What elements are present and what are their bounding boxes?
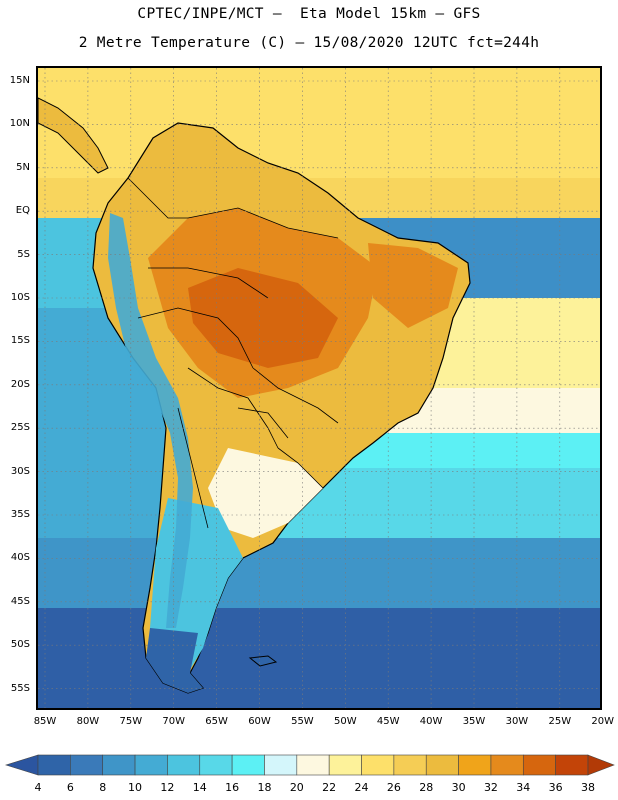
colorbar-label: 24: [354, 781, 369, 794]
colorbar-label: 14: [192, 781, 207, 794]
lat-label-10s: 10S: [10, 292, 30, 303]
colorbar-label: 28: [419, 781, 434, 794]
colorbar-swatch: [458, 754, 492, 776]
lon-label-70w: 70W: [162, 716, 185, 727]
lat-label-5s: 5S: [17, 248, 30, 260]
lat-label-55s: 55S: [10, 682, 30, 694]
lon-label-55w: 55W: [291, 716, 314, 727]
lon-label-85w: 85W: [33, 716, 57, 727]
colorbar-swatch: [393, 754, 427, 776]
falkland-islands: [248, 655, 278, 667]
southern-ocean-band: [38, 538, 600, 618]
northeast-hot-region: [368, 243, 458, 328]
lat-label-40s: 40S: [10, 552, 30, 564]
lon-label-50w: 50W: [333, 716, 357, 727]
lat-label-20s: 20S: [10, 378, 30, 390]
lon-label-35w: 35W: [462, 716, 486, 727]
colorbar-swatch: [522, 754, 556, 776]
lat-label-5n: 5N: [16, 161, 30, 173]
colorbar-swatch: [134, 754, 168, 776]
colorbar-label: 18: [257, 781, 272, 794]
colorbar-label: 38: [581, 781, 595, 794]
colorbar: [4, 754, 615, 776]
temperature-map: [38, 68, 600, 708]
lon-label-80w: 80W: [76, 716, 100, 727]
lon-label-30w: 30W: [505, 716, 529, 727]
map-title: CPTEC/INPE/MCT – Eta Model 15km – GFS: [137, 6, 481, 22]
colorbar-swatch: [555, 754, 589, 776]
colorbar-label: 34: [516, 781, 531, 794]
colorbar-swatch: [167, 754, 201, 776]
colorbar-label: 30: [451, 781, 466, 794]
lon-label-65w: 65W: [205, 716, 228, 727]
southern-tip-cold-region: [146, 628, 203, 693]
lat-label-30s: 30S: [10, 465, 30, 477]
colorbar-swatch: [361, 754, 395, 776]
colorbar-label: 4: [34, 781, 42, 794]
graticule-grid: [38, 68, 600, 708]
lat-label-10n: 10N: [9, 118, 30, 130]
lon-label-40w: 40W: [419, 716, 443, 727]
colorbar-swatch: [231, 754, 265, 776]
colorbar-swatch: [102, 754, 136, 776]
colorbar-under-arrow: [4, 754, 39, 776]
lat-label-45s: 45S: [10, 595, 30, 607]
andes-cold-strip: [108, 213, 193, 628]
colorbar-swatch: [70, 754, 104, 776]
colorbar-label: 12: [160, 781, 175, 794]
colorbar-label: 16: [225, 781, 240, 794]
colorbar-swatch: [425, 754, 459, 776]
lat-label-25s: 25S: [10, 422, 30, 434]
map-panel: [36, 66, 602, 710]
colorbar-label: 10: [128, 781, 143, 794]
colorbar-label: 8: [99, 781, 107, 794]
map-subtitle: 2 Metre Temperature (C) – 15/08/2020 12U…: [78, 35, 540, 51]
lon-label-75w: 75W: [119, 716, 143, 727]
lat-label-15s: 15S: [10, 335, 30, 347]
patagonia-cool-region: [150, 498, 243, 673]
central-america: [38, 97, 109, 174]
lon-label-60w: 60W: [248, 716, 271, 727]
colorbar-label: 26: [386, 781, 401, 794]
colorbar-swatch: [264, 754, 298, 776]
lon-label-45w: 45W: [376, 716, 400, 727]
lat-label-15n: 15N: [9, 75, 30, 86]
country-borders: [127, 177, 339, 529]
lon-label-20w: 20W: [591, 716, 614, 727]
colorbar-label: 36: [548, 781, 563, 794]
colorbar-label: 32: [483, 781, 498, 794]
colorbar-swatch: [37, 754, 71, 776]
interior-very-hot-region: [188, 268, 338, 368]
colorbar-swatch: [199, 754, 233, 776]
colorbar-swatch: [328, 754, 362, 776]
colorbar-swatch: [490, 754, 524, 776]
lat-label-eq: EQ: [15, 205, 30, 217]
colorbar-label: 20: [289, 781, 304, 794]
colorbar-label: 22: [322, 781, 337, 794]
southern-ocean-cold: [38, 608, 600, 708]
lon-label-25w: 25W: [548, 716, 572, 727]
colorbar-swatch: [296, 754, 330, 776]
pampas-mild-region: [208, 448, 323, 538]
lat-label-35s: 35S: [10, 509, 30, 520]
colorbar-label: 6: [66, 781, 74, 794]
lat-label-50s: 50S: [10, 639, 30, 651]
colorbar-over-arrow: [587, 754, 615, 776]
